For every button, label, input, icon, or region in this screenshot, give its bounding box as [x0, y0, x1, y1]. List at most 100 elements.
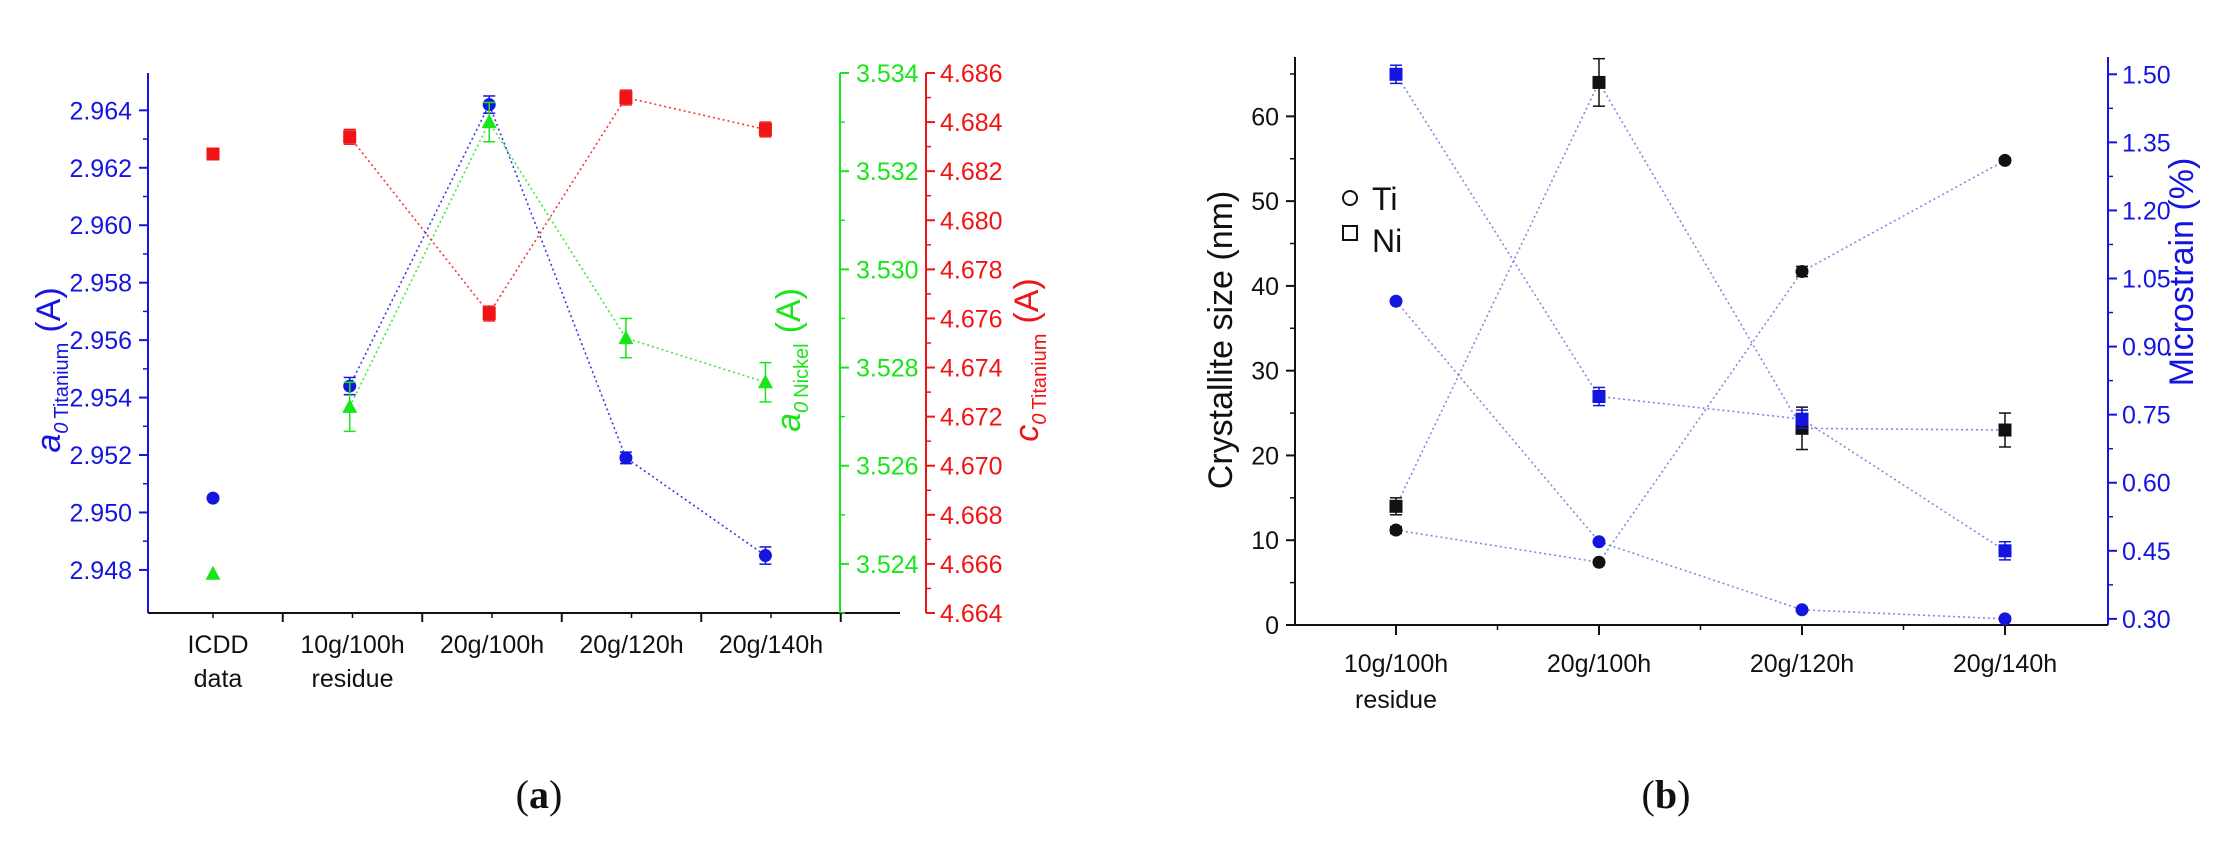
caption-b: (b) [1642, 772, 1691, 817]
a-category-label: data [194, 665, 243, 693]
a-nickel-tick-label: 3.530 [856, 256, 919, 284]
a-nickel-axis-title: a0Nickel(A) [770, 288, 813, 432]
b-data-point [1592, 75, 1606, 89]
panel-b-chart: 0 10 20 30 40 50 60 0.30 0.45 0.60 0.75 0.90 1.05 1.2… [1202, 57, 2201, 714]
a-data-point [619, 451, 633, 465]
b-data-point [1998, 153, 2012, 167]
b-data-point [1389, 499, 1403, 513]
a-data-point [757, 374, 773, 389]
a-left-tick-label: 2.948 [69, 557, 132, 585]
b-data-point [1389, 294, 1403, 308]
a-left-tick-label: 2.952 [69, 442, 132, 470]
b-series-connector [1395, 73, 2006, 552]
a-left-tick-label: 2.958 [69, 270, 132, 298]
a-c-titanium-tick-label: 4.666 [940, 551, 1003, 579]
a-nickel-tick-label: 3.528 [856, 355, 919, 383]
b-left-tick-label: 50 [1251, 188, 1279, 216]
a-c-titanium-tick-label: 4.682 [940, 158, 1003, 186]
b-right-tick-label: 0.30 [2122, 606, 2171, 634]
b-legend: Ti Ni [1342, 181, 1402, 259]
a-c-titanium-axis-title: c0Titanium(A) [1008, 278, 1051, 441]
a-data-point [206, 147, 220, 161]
b-series-connector [1395, 159, 2006, 564]
a-data-point [482, 307, 496, 321]
b-data-point [1592, 555, 1606, 569]
a-nickel-tick-label: 3.524 [856, 551, 919, 579]
legend-ti-marker [1342, 190, 1358, 206]
b-left-tick-label: 20 [1251, 442, 1279, 470]
b-data-point [1998, 544, 2012, 558]
a-data-point [619, 91, 633, 105]
a-series-connector [348, 102, 766, 557]
b-right-tick-label: 0.60 [2122, 470, 2171, 498]
a-left-tick-label: 2.956 [69, 327, 132, 355]
caption-a: (a) [516, 772, 563, 817]
a-data-point [206, 491, 220, 505]
b-right-tick-label: 0.75 [2122, 402, 2171, 430]
a-data-point [758, 122, 772, 136]
a-left-tick-label: 2.954 [69, 385, 132, 413]
legend-ni-marker [1342, 225, 1358, 241]
a-left-tick-label: 2.950 [69, 499, 132, 527]
a-nickel-tick-label: 3.532 [856, 158, 919, 186]
a-data-point [342, 398, 358, 413]
b-left-tick-label: 60 [1251, 103, 1279, 131]
a-left-tick-label: 2.960 [69, 212, 132, 240]
a-c-titanium-tick-label: 4.668 [940, 502, 1003, 530]
a-data-point [481, 114, 497, 129]
b-series-connector [1395, 80, 2006, 507]
a-nickel-tick-label: 3.534 [856, 60, 919, 88]
a-category-label: 20g/140h [719, 631, 823, 659]
b-right-tick-label: 1.50 [2122, 61, 2171, 89]
b-right-tick-label: 0.90 [2122, 334, 2171, 362]
legend-ni-label: Ni [1372, 223, 1402, 259]
b-data-point [1795, 603, 1809, 617]
b-category-label: 20g/120h [1750, 650, 1854, 678]
a-series-connector [348, 120, 766, 408]
b-data-point [1998, 423, 2012, 437]
b-left-tick-label: 40 [1251, 273, 1279, 301]
a-category-label: 20g/120h [579, 631, 683, 659]
a-c-titanium-tick-label: 4.676 [940, 305, 1003, 333]
b-category-label: residue [1355, 686, 1437, 714]
b-data-point [1592, 390, 1606, 404]
b-right-tick-label: 1.05 [2122, 266, 2171, 294]
a-data-point [758, 549, 772, 563]
a-left-tick-label: 2.962 [69, 155, 132, 183]
a-data-point [205, 565, 221, 580]
b-category-label: 20g/140h [1953, 650, 2057, 678]
b-data-point [1389, 523, 1403, 537]
a-c-titanium-tick-label: 4.674 [940, 355, 1003, 383]
b-category-label: 20g/100h [1547, 650, 1651, 678]
b-right-tick-label: 1.35 [2122, 129, 2171, 157]
a-category-label: 10g/100h [300, 631, 404, 659]
a-data-point [343, 130, 357, 144]
b-right-tick-label: 1.20 [2122, 197, 2171, 225]
a-c-titanium-tick-label: 4.678 [940, 256, 1003, 284]
a-category-label: ICDD [187, 631, 248, 659]
a-c-titanium-tick-label: 4.684 [940, 109, 1003, 137]
b-series-connector [1395, 300, 2006, 620]
a-category-label: residue [312, 665, 394, 693]
a-nickel-tick-label: 3.526 [856, 453, 919, 481]
a-left-tick-label: 2.964 [69, 97, 132, 125]
a-c-titanium-tick-label: 4.670 [940, 453, 1003, 481]
b-data-point [1592, 535, 1606, 549]
b-data-point [1795, 264, 1809, 278]
b-right-tick-label: 0.45 [2122, 538, 2171, 566]
a-c-titanium-tick-label: 4.672 [940, 404, 1003, 432]
b-data-point [1998, 612, 2012, 626]
a-data-point [618, 330, 634, 345]
b-right-axis-title: Microstrain (%) [2163, 158, 2201, 387]
a-category-label: 20g/100h [440, 631, 544, 659]
b-category-label: 10g/100h [1344, 650, 1448, 678]
a-left-axis-title: a0Titanium(A) [30, 287, 73, 452]
a-c-titanium-tick-label: 4.664 [940, 600, 1003, 628]
a-c-titanium-tick-label: 4.680 [940, 207, 1003, 235]
panel-a-chart: 2.948 2.950 2.952 2.954 2.956 2.958 2.960 2.962… [30, 60, 1051, 693]
b-left-axis-title: Crystallite size (nm) [1202, 191, 1240, 489]
legend-ti-label: Ti [1372, 181, 1397, 217]
b-left-tick-label: 0 [1265, 612, 1279, 640]
b-left-tick-label: 30 [1251, 358, 1279, 386]
